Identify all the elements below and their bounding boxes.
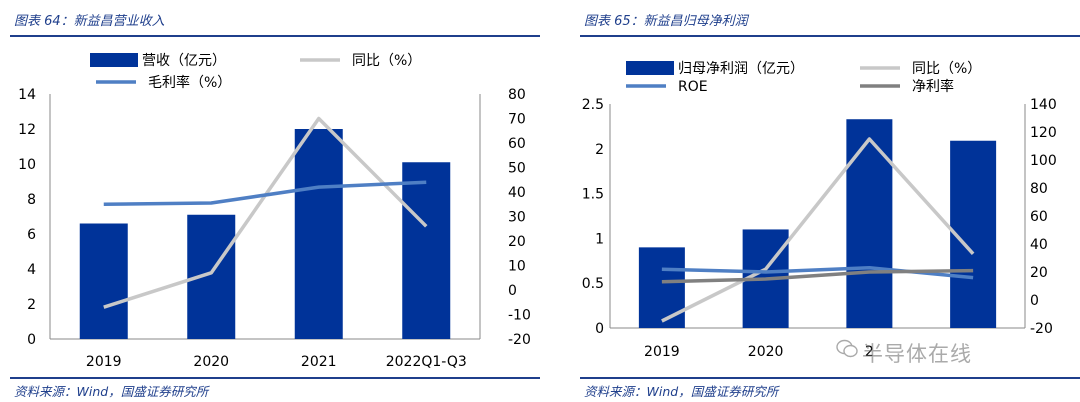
left-tick-label: 2 bbox=[595, 142, 604, 158]
net-profit-chart: 0 0.5 1 1.5 2 2.5 -20 0 20 40 60 80 100 120 140 2019 202… bbox=[582, 60, 1057, 360]
right-tick-label: -20 bbox=[508, 332, 531, 348]
left-tick-label: 4 bbox=[27, 262, 36, 278]
figure-title: 图表 65：新益昌归母净利润 bbox=[584, 14, 748, 29]
left-tick-label: 14 bbox=[18, 87, 36, 103]
series-line bbox=[661, 137, 975, 323]
right-tick-label: 140 bbox=[1030, 97, 1057, 113]
bar bbox=[294, 129, 343, 339]
legend-label: 同比（%） bbox=[352, 53, 421, 69]
legend-label: 归母净利润（亿元） bbox=[678, 60, 804, 77]
title-rule bbox=[580, 35, 1080, 37]
bar bbox=[402, 162, 451, 339]
source-rule bbox=[580, 377, 1080, 379]
right-tick-label: -10 bbox=[508, 308, 531, 324]
right-tick-label: 20 bbox=[1030, 265, 1048, 281]
right-tick-label: 60 bbox=[1030, 209, 1048, 225]
legend-label: 净利率 bbox=[912, 78, 954, 95]
right-tick-label: 70 bbox=[508, 112, 526, 128]
right-tick-label: 80 bbox=[508, 87, 526, 103]
source-note: 资料来源：Wind，国盛证券研究所 bbox=[584, 384, 779, 399]
right-tick-label: 80 bbox=[1030, 181, 1048, 197]
right-tick-label: 30 bbox=[508, 210, 526, 226]
left-tick-label: 2.5 bbox=[582, 97, 604, 113]
right-tick-label: 60 bbox=[508, 136, 526, 152]
x-tick-label: 2020 bbox=[748, 344, 784, 360]
figure-title: 图表 64：新益昌营业收入 bbox=[14, 14, 165, 29]
source-rule bbox=[10, 377, 540, 379]
right-tick-label: 100 bbox=[1030, 153, 1057, 169]
left-tick-label: 0 bbox=[27, 332, 36, 348]
right-tick-label: 120 bbox=[1030, 125, 1057, 141]
bar bbox=[846, 119, 893, 329]
legend-label: 毛利率（%） bbox=[148, 74, 231, 91]
right-tick-label: 0 bbox=[508, 283, 517, 299]
legend-label: 同比（%） bbox=[912, 61, 981, 77]
left-tick-label: 12 bbox=[18, 122, 36, 138]
right-tick-label: 50 bbox=[508, 161, 526, 177]
right-tick-label: 20 bbox=[508, 234, 526, 250]
left-tick-label: 8 bbox=[27, 192, 36, 208]
left-tick-label: 2 bbox=[27, 297, 36, 313]
x-tick-label: 2019 bbox=[86, 354, 122, 370]
legend-label: 营收（亿元） bbox=[142, 53, 226, 69]
left-tick-label: 0 bbox=[595, 321, 604, 337]
figure-65: 图表 65：新益昌归母净利润 0 0.5 1 1.5 2 2.5 -20 0 20 40 60 80 1… bbox=[570, 0, 1080, 402]
legend-swatch bbox=[90, 53, 138, 67]
series-line bbox=[103, 180, 427, 206]
bar bbox=[79, 223, 128, 339]
left-tick-label: 6 bbox=[27, 227, 36, 243]
right-tick-label: -20 bbox=[1030, 321, 1053, 337]
source-note: 资料来源：Wind，国盛证券研究所 bbox=[14, 384, 209, 399]
figure-64: 图表 64：新益昌营业收入 0 2 4 6 8 10 12 14 -20 -10 0 10 20 30 40… bbox=[10, 14, 540, 399]
left-tick-label: 10 bbox=[18, 157, 36, 173]
watermark-text: 半导体在线 bbox=[862, 342, 972, 366]
x-tick-label: 2021 bbox=[301, 354, 337, 370]
left-tick-label: 0.5 bbox=[582, 276, 604, 292]
series-line bbox=[661, 268, 974, 284]
title-rule bbox=[10, 35, 540, 37]
right-tick-label: 0 bbox=[1030, 293, 1039, 309]
wechat-icon bbox=[836, 339, 858, 358]
right-tick-label: 10 bbox=[508, 259, 526, 275]
legend-label: ROE bbox=[678, 79, 708, 95]
legend-swatch bbox=[626, 61, 674, 75]
left-tick-label: 1.5 bbox=[582, 187, 604, 203]
right-tick-label: 40 bbox=[508, 185, 526, 201]
x-tick-label: 2020 bbox=[193, 354, 229, 370]
revenue-chart: 0 2 4 6 8 10 12 14 -20 -10 0 10 20 30 40 50 60 70 80 2019 20… bbox=[18, 53, 531, 370]
left-tick-label: 1 bbox=[595, 231, 604, 247]
series-line bbox=[103, 116, 428, 309]
right-tick-label: 40 bbox=[1030, 237, 1048, 253]
x-tick-label: 2022Q1-Q3 bbox=[386, 354, 467, 370]
x-tick-label: 2019 bbox=[644, 344, 680, 360]
bar bbox=[638, 247, 685, 328]
x-tick-label: 2 bbox=[865, 344, 874, 360]
